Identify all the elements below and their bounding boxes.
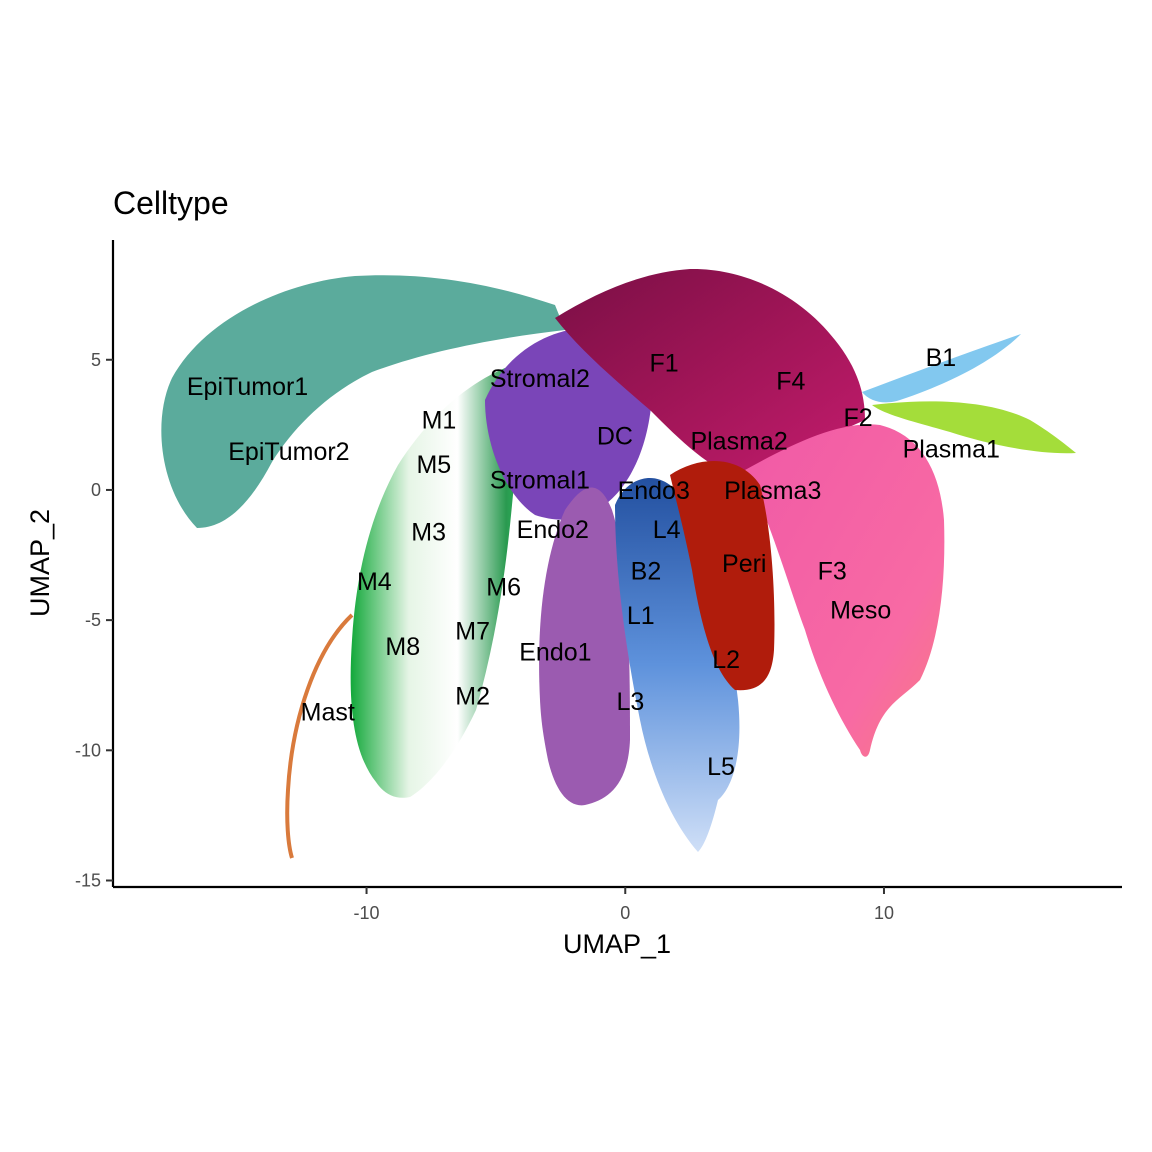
epitumor-cluster-shape (161, 275, 565, 528)
cluster-label-m3: M3 (411, 519, 446, 547)
cluster-label-endo3: Endo3 (618, 477, 690, 505)
cluster-label-f1: F1 (649, 349, 678, 377)
cluster-label-l4: L4 (653, 516, 681, 544)
cluster-label-l5: L5 (707, 753, 735, 781)
x-axis-title: UMAP_1 (563, 929, 671, 959)
cluster-label-m1: M1 (422, 407, 457, 435)
cluster-labels: EpiTumor1 EpiTumor2 M1 M5 M3 M4 M8 M7 M2 M6 Mast St… (187, 344, 1000, 781)
cluster-label-l3: L3 (617, 688, 645, 716)
cluster-label-mast: Mast (301, 698, 355, 726)
cell-clouds (161, 268, 1076, 859)
cluster-label-stromal1: Stromal1 (490, 467, 590, 495)
cluster-label-epitumor1: EpiTumor1 (187, 373, 308, 401)
cluster-label-b2: B2 (631, 558, 662, 586)
cluster-label-endo2: Endo2 (517, 516, 589, 544)
cluster-label-m5: M5 (416, 451, 451, 479)
cluster-label-epitumor2: EpiTumor2 (228, 438, 349, 466)
cluster-label-l2: L2 (712, 646, 740, 674)
x-tick-label: 0 (620, 903, 630, 923)
y-axis-title: UMAP_2 (25, 509, 55, 617)
cluster-label-m4: M4 (357, 568, 392, 596)
y-tick-label: -10 (75, 740, 101, 760)
cluster-label-m2: M2 (455, 683, 490, 711)
cluster-label-peri: Peri (722, 550, 766, 578)
cluster-label-plasma2: Plasma2 (690, 427, 787, 455)
cluster-label-l1: L1 (627, 602, 655, 630)
cluster-label-m6: M6 (486, 573, 521, 601)
cluster-label-m7: M7 (455, 618, 490, 646)
y-tick-label: -15 (75, 870, 101, 890)
chart-title: Celltype (113, 185, 229, 221)
cluster-label-stromal2: Stromal2 (490, 365, 590, 393)
cluster-label-meso: Meso (830, 597, 891, 625)
meso-cluster-shape (745, 424, 945, 757)
cluster-label-endo1: Endo1 (519, 638, 591, 666)
cluster-label-plasma3: Plasma3 (724, 477, 821, 505)
m-cluster-shape (350, 352, 545, 798)
cluster-label-dc: DC (597, 422, 633, 450)
cluster-label-m8: M8 (385, 633, 420, 661)
cluster-label-b1: B1 (926, 344, 957, 372)
cluster-label-f4: F4 (776, 368, 805, 396)
mast-cluster-shape (285, 613, 354, 859)
endo1-cluster-shape (539, 487, 630, 806)
x-tick-label: 10 (874, 903, 894, 923)
y-tick-label: 0 (91, 480, 101, 500)
peri-cluster-shape (670, 461, 775, 691)
stromal-cluster-shape (485, 328, 652, 520)
cluster-label-f2: F2 (844, 404, 873, 432)
x-tick-label: -10 (354, 903, 380, 923)
b1-cluster-shape (862, 334, 1021, 403)
plasma1-cluster-shape (872, 401, 1076, 454)
y-tick-label: -5 (85, 610, 101, 630)
axes: -10 0 10 5 0 -5 -10 -15 UMAP_1 UMAP_2 (25, 240, 1122, 959)
y-tick-label: 5 (91, 350, 101, 370)
cluster-label-f3: F3 (818, 558, 847, 586)
cluster-label-plasma1: Plasma1 (903, 435, 1000, 463)
fibroblast-cluster-shape (555, 268, 865, 480)
